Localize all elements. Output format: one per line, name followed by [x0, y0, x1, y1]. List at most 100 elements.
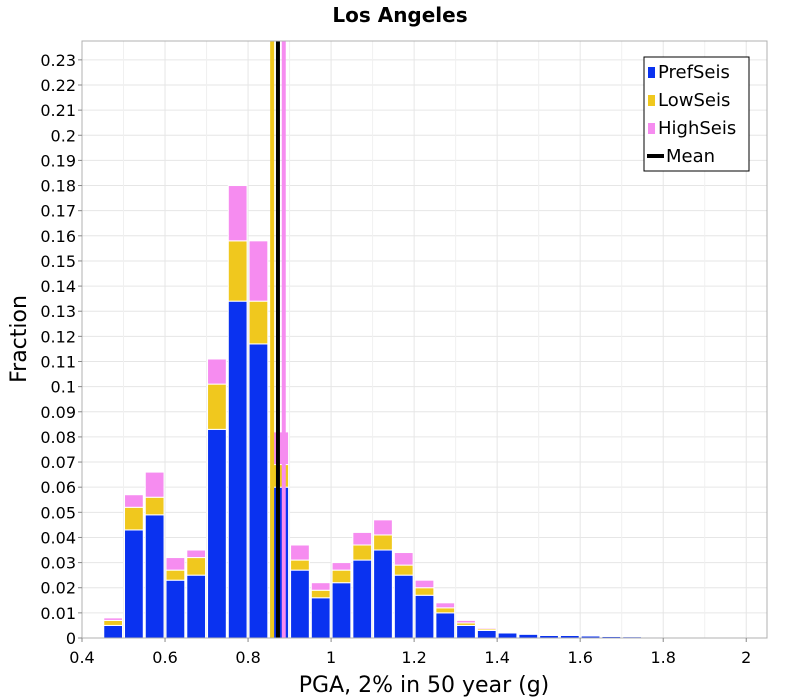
- y-tick-label: 0.23: [40, 51, 76, 70]
- bar-highseis: [456, 619, 476, 624]
- bar-prefseis: [310, 597, 331, 639]
- bar-prefseis: [518, 633, 539, 639]
- x-tick-label: 1.8: [650, 648, 675, 667]
- bar-lowseis: [435, 607, 456, 614]
- bar-highseis: [103, 617, 124, 621]
- bar-prefseis: [124, 529, 144, 639]
- bar-highseis: [476, 627, 497, 630]
- y-tick-label: 0.06: [40, 478, 76, 497]
- y-tick-label: 0.14: [40, 277, 76, 296]
- bar-highseis: [435, 602, 456, 609]
- bar-lowseis: [165, 569, 186, 581]
- mean-lines-layer: [270, 41, 286, 638]
- x-tick-label: 1.2: [401, 648, 426, 667]
- y-axis-ticks: 0 0.01 0.02 0.03 0.04 0.05 0.06 0.07 0.08 0.09 0.1…: [40, 51, 82, 648]
- bar-lowseis: [124, 506, 144, 531]
- bar-prefseis: [331, 582, 352, 639]
- bar-prefseis: [165, 579, 186, 639]
- y-tick-label: 0.19: [40, 151, 76, 170]
- x-tick-label: 1.4: [484, 648, 509, 667]
- y-tick-label: 0.12: [40, 327, 76, 346]
- bar-highseis: [290, 544, 310, 561]
- y-tick-label: 0.22: [40, 76, 76, 95]
- bar-highseis: [207, 358, 227, 385]
- legend-label-mean: Mean: [666, 146, 715, 167]
- bar-prefseis: [476, 629, 497, 639]
- bar-lowseis: [393, 564, 414, 576]
- y-tick-label: 0.17: [40, 202, 76, 221]
- y-tick-label: 0.01: [40, 604, 76, 623]
- legend-label-lowseis: LowSeis: [658, 90, 730, 111]
- legend-swatch-lowseis: [648, 95, 655, 106]
- bar-lowseis: [352, 544, 373, 561]
- legend-swatch-highseis: [648, 123, 655, 134]
- bar-highseis: [539, 633, 559, 636]
- y-tick-label: 0.13: [40, 302, 76, 321]
- y-tick-label: 0.02: [40, 579, 76, 598]
- bar-lowseis: [227, 240, 248, 302]
- x-axis-ticks: 0.4 0.6 0.8 1 1.2 1.4 1.6 1.8 2: [69, 638, 751, 667]
- bar-lowseis: [373, 534, 393, 551]
- x-tick-label: 0.6: [152, 648, 177, 667]
- bar-highseis: [165, 557, 186, 571]
- y-axis-label: Fraction: [7, 295, 32, 383]
- bar-lowseis: [144, 496, 165, 516]
- y-tick-label: 0.16: [40, 227, 76, 246]
- legend-box: [643, 56, 750, 172]
- y-tick-label: 0.2: [51, 126, 76, 145]
- bar-lowseis: [248, 300, 269, 345]
- bar-highseis: [352, 531, 373, 546]
- bar-highseis: [414, 579, 435, 589]
- bar-lowseis: [207, 383, 227, 430]
- y-tick-label: 0.18: [40, 177, 76, 196]
- y-tick-label: 0.04: [40, 528, 76, 547]
- x-tick-label: 1.6: [567, 648, 592, 667]
- legend-swatch-prefseis: [648, 67, 655, 78]
- x-tick-label: 1: [326, 648, 336, 667]
- y-tick-label: 0: [66, 629, 76, 648]
- bar-prefseis: [393, 574, 414, 639]
- chart-title: Los Angeles: [332, 3, 467, 27]
- y-tick-label: 0.07: [40, 453, 76, 472]
- x-tick-label: 0.4: [69, 648, 94, 667]
- y-tick-label: 0.15: [40, 252, 76, 271]
- bar-highseis: [518, 632, 539, 635]
- bar-lowseis: [310, 589, 331, 599]
- bar-highseis: [331, 562, 352, 571]
- plot-frame: [81, 40, 768, 639]
- legend: PrefSeis LowSeis HighSeis Mean: [643, 56, 750, 172]
- bar-prefseis: [227, 300, 248, 639]
- bar-prefseis: [290, 569, 310, 639]
- y-tick-label: 0.08: [40, 428, 76, 447]
- x-tick-label: 0.8: [235, 648, 260, 667]
- bar-prefseis: [248, 343, 269, 639]
- bar-highseis: [310, 582, 331, 591]
- legend-label-highseis: HighSeis: [658, 118, 736, 139]
- y-tick-label: 0.11: [40, 352, 76, 371]
- bar-highseis: [393, 552, 414, 566]
- bar-highseis: [373, 519, 393, 536]
- y-tick-label: 0.1: [51, 378, 76, 397]
- bar-prefseis: [103, 624, 124, 639]
- y-tick-label: 0.05: [40, 503, 76, 522]
- bar-prefseis: [352, 559, 373, 639]
- bar-prefseis: [456, 624, 476, 639]
- bar-prefseis: [435, 612, 456, 639]
- bar-highseis: [497, 630, 518, 633]
- legend-label-prefseis: PrefSeis: [658, 62, 730, 83]
- bar-lowseis: [103, 619, 124, 626]
- bar-highseis: [144, 471, 165, 498]
- x-axis-label: PGA, 2% in 50 year (g): [299, 673, 550, 698]
- bar-lowseis: [290, 559, 310, 571]
- bars-layer: [103, 185, 767, 639]
- x-tick-label: 2: [741, 648, 751, 667]
- y-tick-label: 0.21: [40, 101, 76, 120]
- bar-prefseis: [144, 514, 165, 639]
- bar-lowseis: [331, 569, 352, 584]
- bar-prefseis: [414, 594, 435, 639]
- bar-prefseis: [373, 549, 393, 639]
- bar-prefseis: [497, 632, 518, 639]
- y-tick-label: 0.03: [40, 554, 76, 573]
